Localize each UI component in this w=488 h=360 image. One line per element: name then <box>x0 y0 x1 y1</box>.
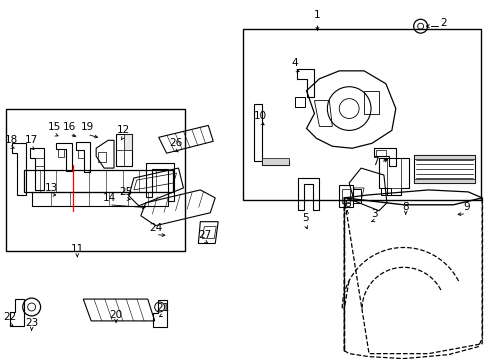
Text: 16: 16 <box>62 122 76 132</box>
Text: 25: 25 <box>119 187 132 197</box>
Text: 21: 21 <box>156 303 169 313</box>
Polygon shape <box>413 179 474 183</box>
Text: 15: 15 <box>48 122 61 132</box>
Text: 14: 14 <box>102 193 116 203</box>
Text: 11: 11 <box>71 244 84 255</box>
Text: 13: 13 <box>45 183 58 193</box>
Text: 5: 5 <box>302 213 308 223</box>
Text: 6: 6 <box>343 199 350 209</box>
Text: 26: 26 <box>168 138 182 148</box>
Bar <box>6 109 185 251</box>
Polygon shape <box>262 158 288 165</box>
Text: 17: 17 <box>25 135 38 145</box>
Text: 19: 19 <box>81 122 94 132</box>
Bar <box>243 29 480 200</box>
Text: 9: 9 <box>462 202 468 212</box>
Text: 18: 18 <box>5 135 19 145</box>
Text: 22: 22 <box>3 312 17 322</box>
Text: 8: 8 <box>402 202 408 212</box>
Text: 4: 4 <box>291 58 297 68</box>
Text: 24: 24 <box>149 222 162 233</box>
Text: 23: 23 <box>25 318 38 328</box>
Text: 10: 10 <box>254 111 267 121</box>
Polygon shape <box>123 134 132 150</box>
Text: 2: 2 <box>439 18 446 28</box>
Text: 1: 1 <box>313 10 320 20</box>
Polygon shape <box>413 155 474 159</box>
Text: 20: 20 <box>109 310 122 320</box>
Text: 3: 3 <box>370 209 377 219</box>
Text: 12: 12 <box>116 125 129 135</box>
Text: 27: 27 <box>198 230 211 239</box>
Text: 7: 7 <box>371 157 378 167</box>
